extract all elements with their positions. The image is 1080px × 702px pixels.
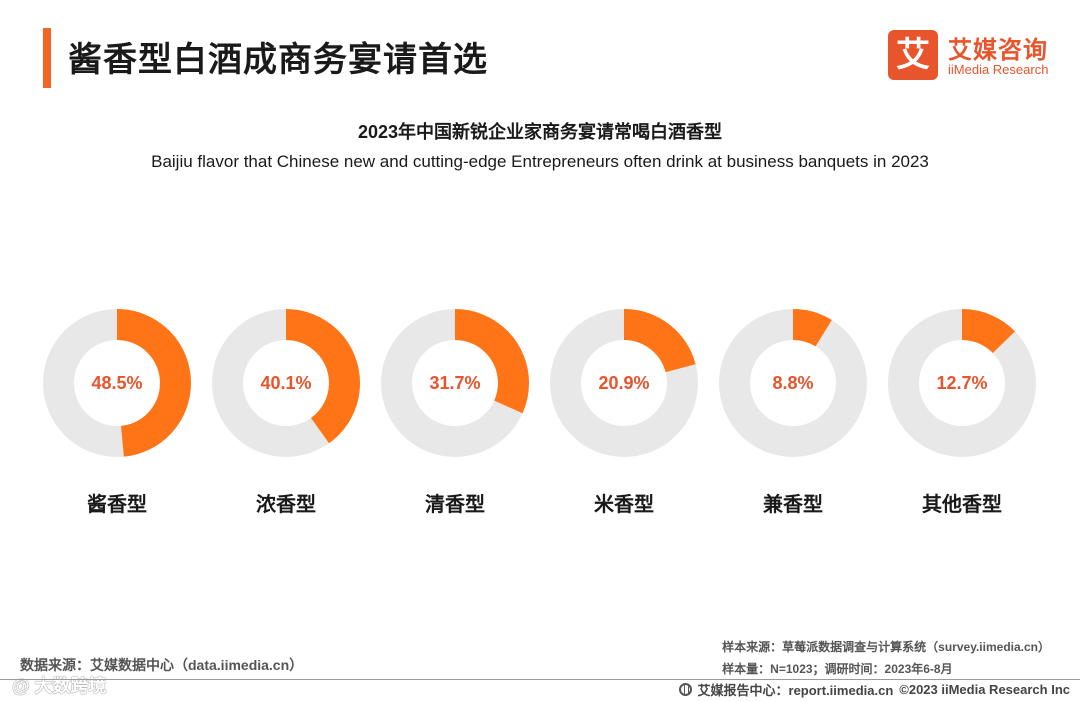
donut-label-2: 40.1% xyxy=(260,373,311,393)
category-label-4: 米香型 xyxy=(594,493,654,516)
donut-1: 48.5% 酱香型 xyxy=(43,309,191,516)
donut-value-arc-3 xyxy=(381,309,529,457)
page-title: 酱香型白酒成商务宴请首选 xyxy=(68,41,488,79)
logo-mark: 艾 xyxy=(888,30,938,80)
donut-6: 12.7% 其他香型 xyxy=(888,309,1036,516)
footer-copyright: ©2023 iiMedia Research Inc xyxy=(899,682,1070,697)
category-label-1: 酱香型 xyxy=(87,492,147,516)
donut-value-arc-4 xyxy=(550,309,698,457)
category-label-2: 浓香型 xyxy=(256,493,316,516)
title-accent-bar xyxy=(43,28,51,88)
donut-value-arc-2 xyxy=(212,309,360,457)
category-label-6: 其他香型 xyxy=(922,492,1002,516)
globe-icon xyxy=(678,683,692,696)
donut-label-6: 12.7% xyxy=(936,373,987,393)
brand-logo[interactable]: 艾 艾媒咨询 iiMedia Research xyxy=(888,30,1068,82)
sample-notes: 样本来源：草莓派数据调查与计算系统（survey.iimedia.cn） 样本量… xyxy=(722,636,1050,680)
donut-value-arc-6 xyxy=(888,309,1036,457)
category-label-3: 清香型 xyxy=(425,492,485,516)
chart-subtitle: Baijiu flavor that Chinese new and cutti… xyxy=(151,152,929,171)
category-label-5: 兼香型 xyxy=(763,492,823,516)
donut-4: 20.9% 米香型 xyxy=(550,309,698,516)
sample-info: 样本量：N=1023；调研时间：2023年6-8月 xyxy=(722,662,953,676)
sample-source: 样本来源：草莓派数据调查与计算系统（survey.iimedia.cn） xyxy=(722,640,1050,654)
watermark: @ 大数跨境 xyxy=(12,676,107,696)
footer-report-link[interactable]: 艾媒报告中心：report.iimedia.cn xyxy=(697,683,894,698)
donut-3: 31.7% 清香型 xyxy=(381,309,529,516)
chart-title: 2023年中国新锐企业家商务宴请常喝白酒香型 xyxy=(357,122,723,142)
donut-5: 8.8% 兼香型 xyxy=(719,309,867,516)
logo-name-cn: 艾媒咨询 xyxy=(948,37,1048,64)
footer-divider xyxy=(0,679,1080,680)
donut-2: 40.1% 浓香型 xyxy=(212,309,360,516)
donut-label-1: 48.5% xyxy=(91,373,142,393)
donut-value-arc-5 xyxy=(719,309,867,457)
donut-label-3: 31.7% xyxy=(429,373,480,393)
data-source: 数据来源：艾媒数据中心（data.iimedia.cn） xyxy=(20,657,304,673)
donut-label-5: 8.8% xyxy=(772,373,813,393)
logo-name-en: iiMedia Research xyxy=(948,62,1049,77)
donut-value-arc-1 xyxy=(43,309,191,457)
donut-label-4: 20.9% xyxy=(598,373,649,393)
footer: 艾媒报告中心：report.iimedia.cn ©2023 iiMedia R… xyxy=(678,680,1070,699)
